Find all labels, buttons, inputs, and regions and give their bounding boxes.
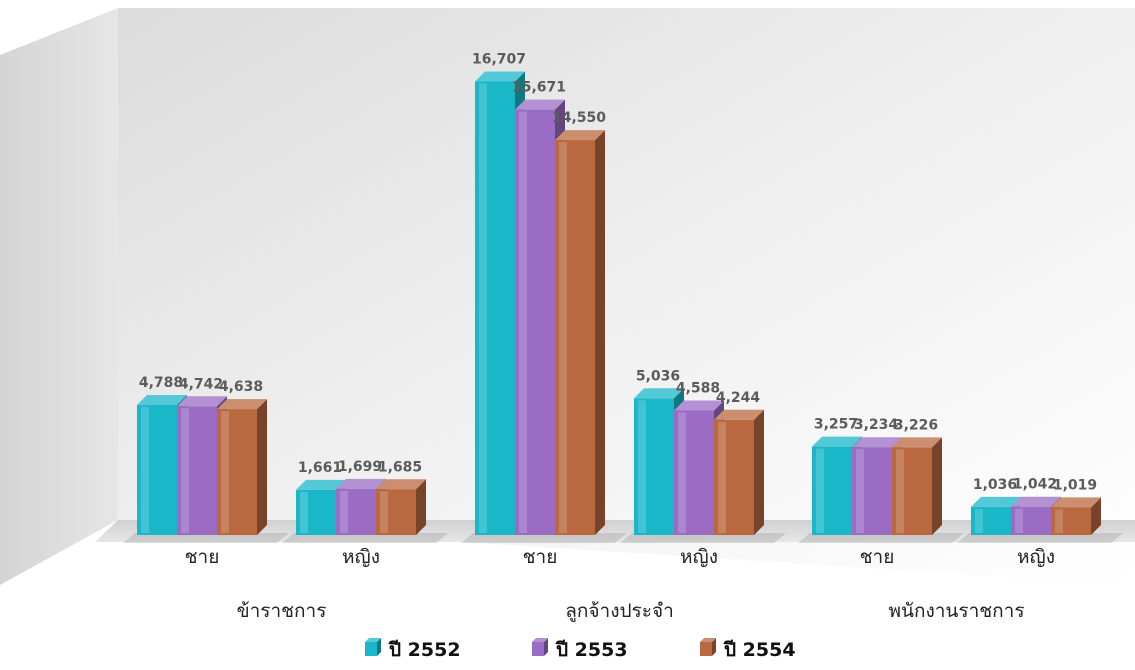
value-label-3-0: 5,036 [636, 368, 680, 384]
value-label-0-2: 4,638 [219, 379, 263, 395]
legend-swatch-1 [532, 642, 544, 656]
value-label-5-2: 1,019 [1053, 477, 1097, 493]
bar-3-0 [634, 388, 684, 535]
category-label-4: ชาย [860, 546, 895, 568]
legend-item-1: ปี 2553 [532, 638, 628, 661]
value-label-5-1: 1,042 [1013, 477, 1057, 493]
bar-2-2 [555, 130, 605, 536]
legend-label-2: ปี 2554 [723, 639, 795, 661]
bar-shadow-2 [461, 533, 627, 543]
value-label-3-1: 4,588 [676, 380, 720, 396]
value-label-2-1: 15,671 [512, 80, 566, 96]
legend-label-0: ปี 2552 [388, 639, 460, 661]
legend-swatch-0 [365, 642, 377, 656]
category-label-5: หญิง [1017, 546, 1055, 568]
group-label-2: พนักงานราชการ [888, 600, 1024, 622]
value-label-1-1: 1,699 [338, 459, 382, 475]
value-label-0-1: 4,742 [179, 376, 223, 392]
value-label-0-0: 4,788 [139, 375, 183, 391]
value-label-2-0: 16,707 [472, 52, 526, 68]
value-label-3-2: 4,244 [716, 390, 761, 406]
value-label-4-1: 3,234 [854, 417, 899, 433]
bar-1-2 [376, 479, 426, 535]
bar-3-2 [714, 409, 764, 535]
bar-shadow-1 [282, 533, 448, 543]
chart-side-wall [0, 8, 118, 585]
bar-shadow-3 [620, 533, 786, 543]
value-label-5-0: 1,036 [973, 477, 1017, 493]
value-label-1-2: 1,685 [378, 459, 422, 475]
legend-label-1: ปี 2553 [555, 639, 627, 661]
legend-item-0: ปี 2552 [365, 638, 461, 661]
chart-bars [123, 71, 1123, 543]
category-label-1: หญิง [342, 546, 380, 568]
chart-legend: ปี 2552 ปี 2553 ปี 2554 [365, 638, 796, 661]
legend-swatch-2 [700, 642, 712, 656]
bar-0-2 [217, 399, 267, 535]
value-label-1-0: 1,661 [298, 460, 342, 476]
group-label-1: ลูกจ้างประจำ [565, 600, 674, 622]
value-label-2-2: 14,550 [552, 110, 606, 126]
value-label-4-0: 3,257 [814, 417, 858, 433]
bar-shadow-5 [957, 533, 1123, 543]
chart-subcategory-labels: ชาย หญิง ชาย หญิง ชาย หญิง [185, 546, 1055, 568]
bar-shadow-0 [123, 533, 289, 543]
legend-item-2: ปี 2554 [700, 638, 796, 661]
category-label-3: หญิง [680, 546, 718, 568]
group-label-0: ข้าราชการ [237, 600, 327, 622]
bar-4-2 [892, 437, 942, 535]
bar-5-2 [1051, 497, 1101, 535]
value-label-4-2: 3,226 [894, 417, 938, 433]
bar-shadow-4 [798, 533, 964, 543]
category-label-2: ชาย [523, 546, 558, 568]
bar-1-1 [336, 478, 386, 535]
category-label-0: ชาย [185, 546, 220, 568]
chart-group-labels: ข้าราชการ ลูกจ้างประจำ พนักงานราชการ [237, 600, 1025, 622]
